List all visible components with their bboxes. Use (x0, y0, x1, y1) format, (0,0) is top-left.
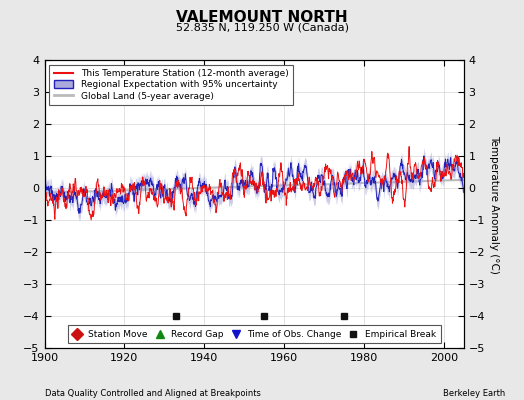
Text: 52.835 N, 119.250 W (Canada): 52.835 N, 119.250 W (Canada) (176, 22, 348, 32)
Text: VALEMOUNT NORTH: VALEMOUNT NORTH (176, 10, 348, 25)
Text: Berkeley Earth: Berkeley Earth (443, 389, 506, 398)
Y-axis label: Temperature Anomaly (°C): Temperature Anomaly (°C) (489, 134, 499, 274)
Text: Data Quality Controlled and Aligned at Breakpoints: Data Quality Controlled and Aligned at B… (45, 389, 260, 398)
Legend: Station Move, Record Gap, Time of Obs. Change, Empirical Break: Station Move, Record Gap, Time of Obs. C… (68, 326, 441, 344)
